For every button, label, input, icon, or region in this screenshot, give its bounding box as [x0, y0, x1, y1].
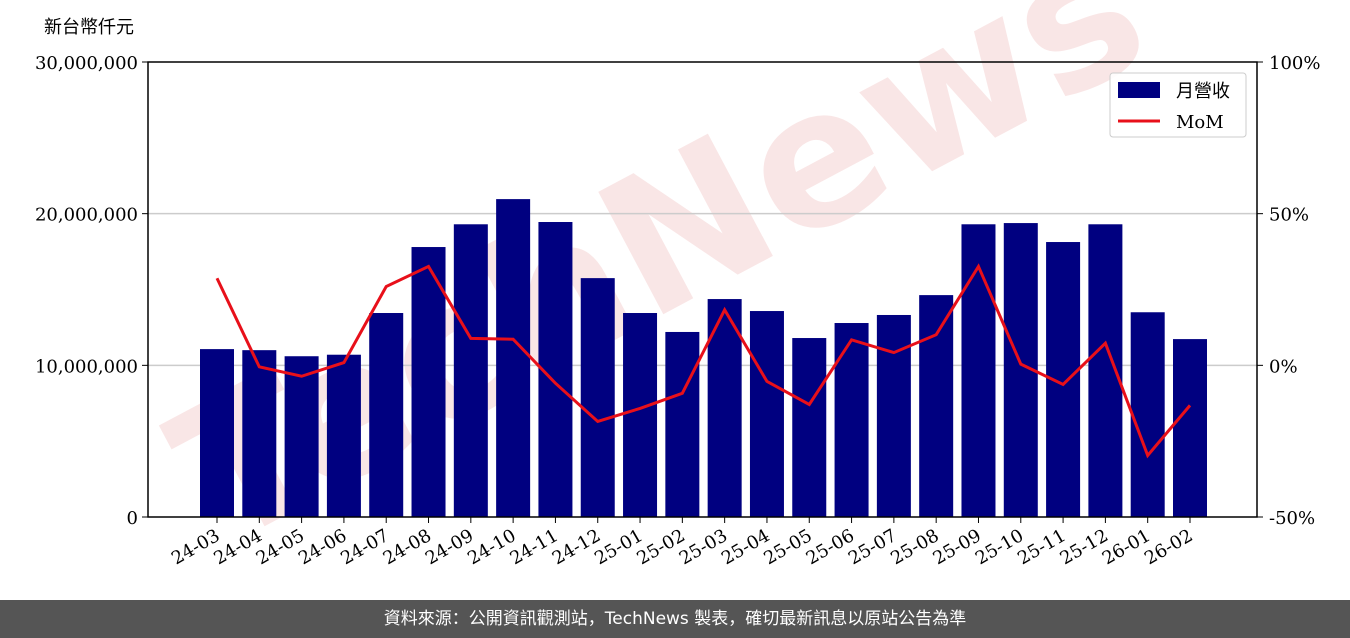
- bar: [876, 314, 911, 517]
- y-tick-label: 20,000,000: [35, 205, 138, 226]
- y-tick-label: 0: [127, 508, 138, 529]
- bar: [284, 356, 319, 517]
- bar: [834, 323, 869, 517]
- footer: 資料來源：公開資訊觀測站，TechNews 製表，確切最新訊息以原站公告為準: [0, 600, 1350, 638]
- bar: [496, 199, 531, 517]
- bar: [453, 224, 488, 518]
- y-tick-label: 30,000,000: [35, 53, 138, 74]
- bar: [749, 311, 784, 517]
- y2-tick-label: 50%: [1269, 205, 1309, 226]
- bar: [242, 350, 277, 517]
- bar: [326, 354, 361, 517]
- bar: [961, 224, 996, 518]
- x-tick-label: 26-02: [1141, 525, 1196, 569]
- bar: [1173, 339, 1207, 517]
- legend-label: 月營收: [1176, 81, 1230, 102]
- y2-tick-label: 100%: [1269, 53, 1320, 74]
- plot-frame: [147, 61, 1258, 518]
- bar: [200, 349, 234, 517]
- bar: [665, 331, 700, 517]
- bar: [623, 313, 658, 517]
- chart: 新台幣仟元 TechNews 010,000,00020,000,00030,0…: [35, 0, 1321, 588]
- legend-label: MoM: [1176, 112, 1224, 133]
- y-tick-label: 10,000,000: [35, 356, 138, 377]
- y2-tick-label: 0%: [1269, 356, 1298, 377]
- y2-tick-label: -50%: [1269, 508, 1315, 529]
- bar: [411, 247, 446, 518]
- bar: [580, 278, 615, 517]
- bar: [369, 313, 404, 517]
- line: [215, 263, 1192, 459]
- bar: [1130, 312, 1165, 517]
- bar: [919, 295, 954, 517]
- y-axis-label: 新台幣仟元: [44, 17, 134, 38]
- legend-swatch: [1118, 82, 1160, 98]
- bar: [792, 338, 827, 517]
